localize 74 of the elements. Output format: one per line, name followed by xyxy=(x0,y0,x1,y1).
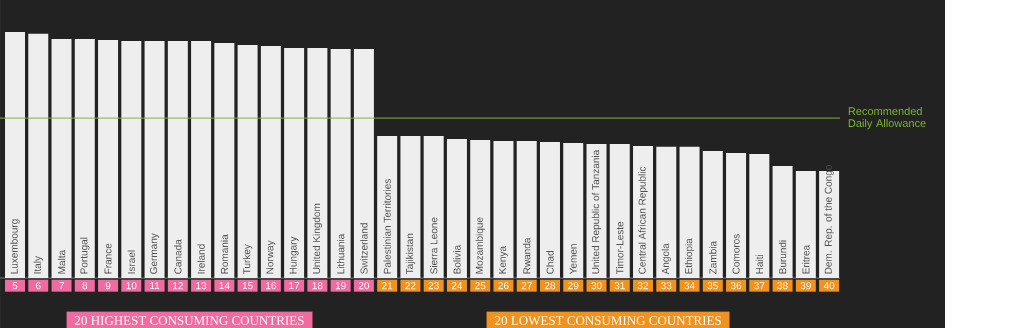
annotation: 31 xyxy=(614,282,625,290)
annotation: 13 xyxy=(196,282,207,290)
text: 20 LOWEST CONSUMING COUNTRIES xyxy=(495,316,721,325)
annotation: 39 xyxy=(800,282,811,290)
x-tick-label: Switzerland xyxy=(360,223,368,274)
x-tick-label: Italy xyxy=(33,256,43,274)
x-tick-label: Angola xyxy=(661,243,671,275)
x-tick-label: Turkey xyxy=(242,244,253,275)
x-tick-label: Tajikistan xyxy=(405,233,416,275)
annotation: 37 xyxy=(754,282,765,290)
annotation: 5 xyxy=(12,282,18,290)
x-tick-label: Germany xyxy=(150,233,160,274)
x-tick-label: Ethiopia xyxy=(684,238,695,274)
annotation: 16 xyxy=(266,282,276,290)
x-tick-label: Sierra Leone xyxy=(430,217,438,274)
x-tick-label: France xyxy=(104,243,112,274)
x-tick-label: Mozambique xyxy=(475,217,485,274)
annotation: 26 xyxy=(498,282,509,290)
x-tick-label: United Kingdom xyxy=(312,203,323,274)
annotation: 33 xyxy=(661,282,672,290)
annotation: 22 xyxy=(405,282,416,290)
text: 20 HIGHEST CONSUMING COUNTRIES xyxy=(75,316,304,325)
x-tick-label: Lithuania xyxy=(336,233,345,274)
x-tick-label: Comoros xyxy=(732,234,740,274)
x-tick-label: Palestinian Territories xyxy=(383,179,391,274)
annotation: 29 xyxy=(568,282,579,290)
annotation: 21 xyxy=(382,282,393,290)
annotation: 20 xyxy=(358,282,370,290)
x-tick-label: Canada xyxy=(174,239,182,274)
annotation: 15 xyxy=(242,282,253,290)
x-tick-label: Burundi xyxy=(778,240,787,274)
x-tick-label: Ireland xyxy=(197,244,205,274)
x-tick-label: Haiti xyxy=(755,254,763,274)
x-tick-label: Timor-Leste xyxy=(616,221,624,275)
annotation: 28 xyxy=(544,282,556,290)
x-tick-label: Norway xyxy=(266,240,276,274)
annotation: 19 xyxy=(335,282,346,290)
annotation: 32 xyxy=(637,282,649,290)
annotation: 9 xyxy=(105,282,111,290)
x-tick-label: Yemen xyxy=(569,244,577,275)
annotation: 35 xyxy=(707,282,718,290)
x-tick-label: Malta xyxy=(57,249,66,274)
x-tick-label: Romania xyxy=(220,234,229,274)
annotation: 7 xyxy=(59,282,64,290)
annotation: 8 xyxy=(82,282,88,290)
x-tick-label: Israel xyxy=(127,250,135,274)
x-tick-label: Bolivia xyxy=(453,244,461,274)
x-tick-label: Kenya xyxy=(498,245,508,274)
annotation: 18 xyxy=(312,282,323,290)
annotation: 40 xyxy=(823,282,835,290)
x-tick-label: Portugal xyxy=(80,237,90,274)
annotation: 30 xyxy=(591,282,602,290)
annotation: 38 xyxy=(777,282,788,290)
annotation: 10 xyxy=(126,282,137,290)
annotation: 14 xyxy=(219,282,230,290)
annotation: 25 xyxy=(475,282,486,290)
x-tick-label: Rwanda xyxy=(523,237,531,274)
x-tick-label: Luxembourg xyxy=(10,219,20,274)
x-tick-label: Chad xyxy=(546,251,554,274)
annotation: 11 xyxy=(150,282,160,290)
x-tick-label: United Republic of Tanzania xyxy=(591,149,602,274)
annotation: 36 xyxy=(730,282,742,290)
annotation: 27 xyxy=(521,282,532,290)
annotation: 6 xyxy=(36,282,41,290)
x-tick-label: Central African Republic xyxy=(638,166,648,274)
x-tick-label: Hungary xyxy=(289,236,299,274)
x-tick-label: Eritrea xyxy=(802,244,810,274)
ref-line-label: Recommended Daily Allowance xyxy=(848,106,926,130)
annotation: 23 xyxy=(428,282,439,290)
annotation: 24 xyxy=(451,282,463,290)
x-tick-label: Zambia xyxy=(709,240,717,275)
annotation: 12 xyxy=(173,282,183,290)
annotation: 34 xyxy=(684,282,695,290)
annotation: 17 xyxy=(289,282,300,290)
